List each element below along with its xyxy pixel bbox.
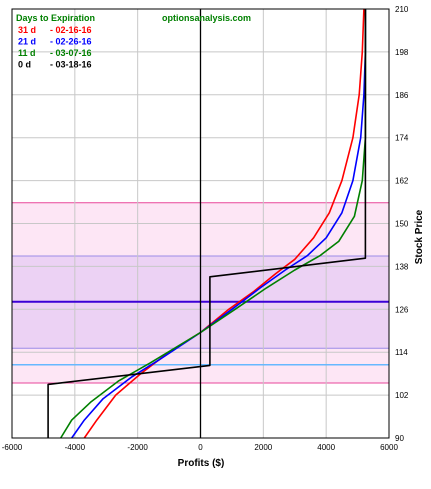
x-tick-label: -4000 bbox=[65, 443, 86, 452]
legend-entry-days: 21 d bbox=[18, 37, 36, 47]
x-tick-label: 6000 bbox=[380, 443, 398, 452]
x-tick-label: 4000 bbox=[317, 443, 335, 452]
legend-entry-date: - 02-16-16 bbox=[50, 25, 92, 35]
watermark-text: optionsanalysis.com bbox=[162, 13, 251, 23]
legend-entry-days: 31 d bbox=[18, 25, 36, 35]
y-tick-label: 126 bbox=[395, 305, 409, 314]
y-tick-label: 210 bbox=[395, 5, 409, 14]
legend-entry-date: - 03-18-16 bbox=[50, 60, 92, 70]
legend-entry-date: - 02-26-16 bbox=[50, 37, 92, 47]
x-tick-label: 2000 bbox=[254, 443, 272, 452]
x-tick-label: -2000 bbox=[127, 443, 148, 452]
series-line-0d bbox=[47, 9, 367, 438]
legend-entry-date: - 03-07-16 bbox=[50, 48, 92, 58]
x-tick-label: 0 bbox=[198, 443, 203, 452]
y-tick-label: 90 bbox=[395, 434, 404, 443]
y-tick-label: 162 bbox=[395, 177, 409, 186]
series-line-31d bbox=[83, 8, 365, 439]
y-tick-label: 198 bbox=[395, 48, 409, 57]
y-tick-label: 114 bbox=[395, 348, 408, 357]
y-tick-label: 186 bbox=[395, 91, 409, 100]
y-axis-label: Stock Price bbox=[414, 209, 425, 264]
legend-entry-days: 11 d bbox=[18, 48, 36, 58]
y-tick-label: 150 bbox=[395, 220, 409, 229]
y-tick-label: 138 bbox=[395, 262, 409, 271]
plot-frame bbox=[11, 8, 390, 439]
series-line-21d bbox=[71, 9, 367, 439]
legend-heading: Days to Expiration bbox=[16, 13, 95, 23]
x-axis-label: Profits ($) bbox=[178, 458, 225, 469]
x-tick-label: -6000 bbox=[2, 443, 23, 452]
legend-entry-days: 0 d bbox=[18, 60, 31, 70]
y-tick-label: 102 bbox=[395, 391, 409, 400]
y-tick-label: 174 bbox=[395, 134, 409, 143]
